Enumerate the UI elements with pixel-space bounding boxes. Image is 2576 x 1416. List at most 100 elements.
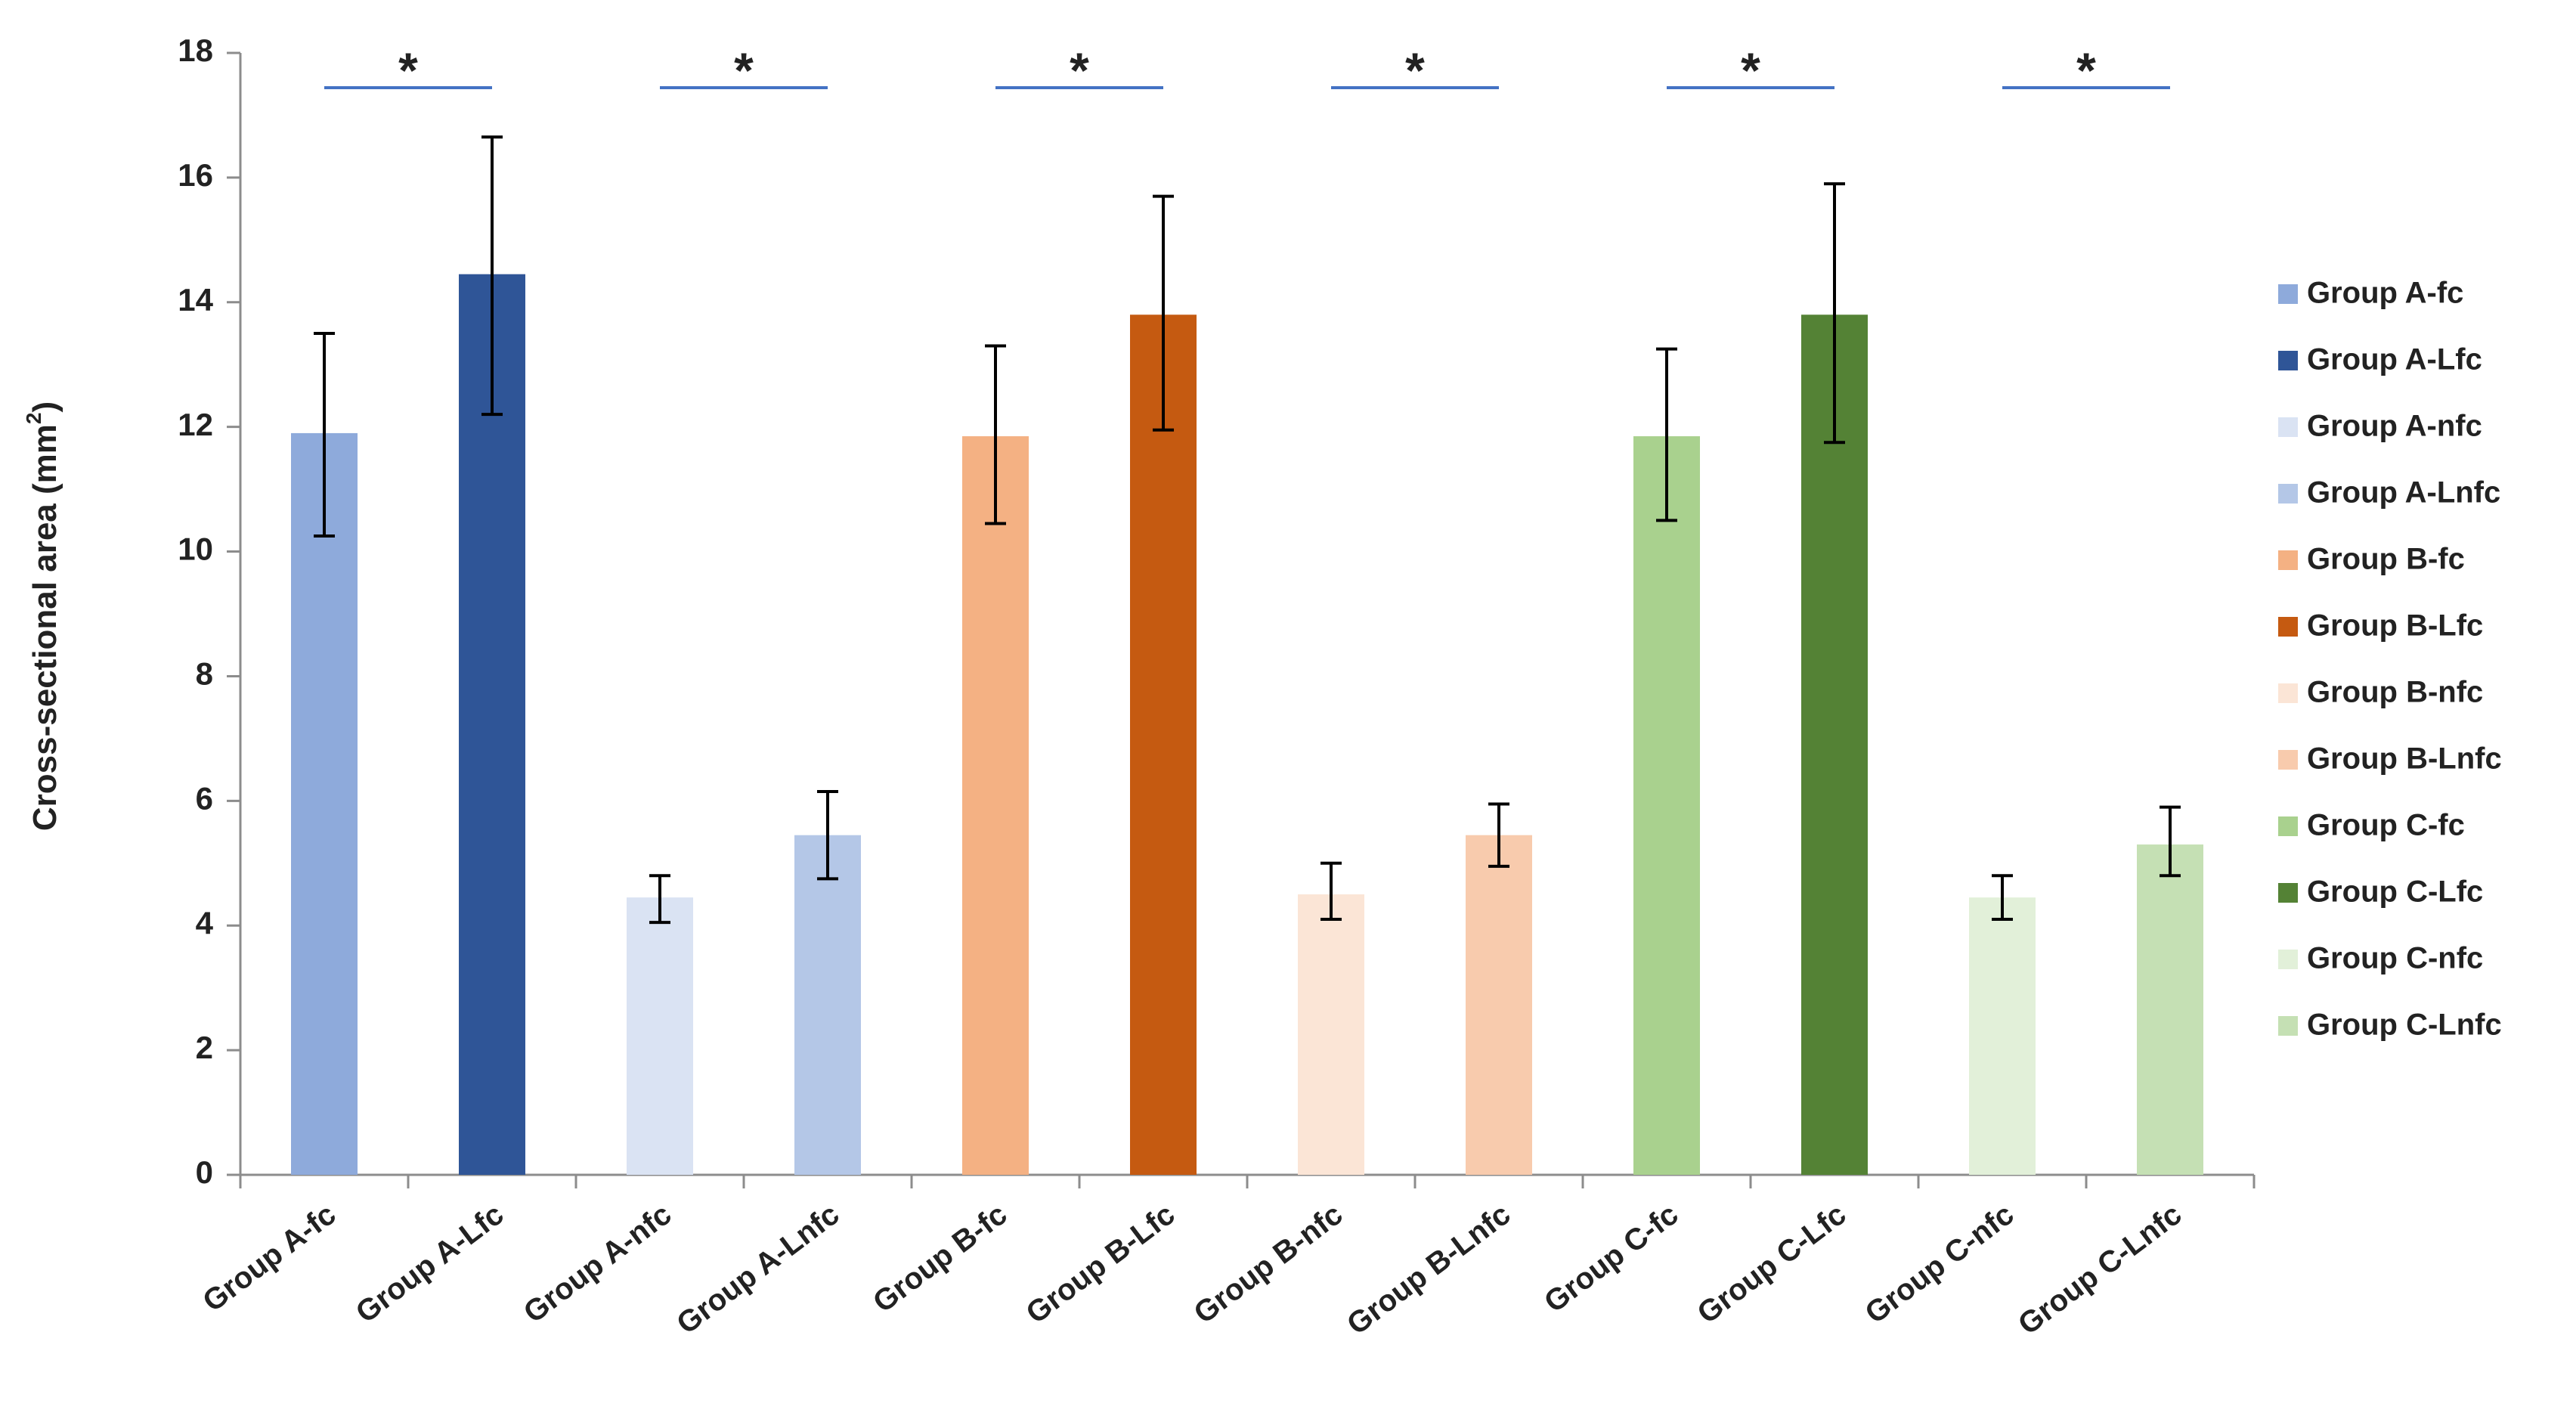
significance-star-5: * (2076, 42, 2096, 98)
x-tick-label-9: Group C-Lfc (1692, 1198, 1853, 1331)
y-axis-label-superscript: 2 (22, 413, 45, 425)
legend-label-6: Group B-nfc (2307, 676, 2483, 709)
legend-swatch-11 (2278, 1016, 2298, 1036)
error-bar-1 (481, 135, 503, 417)
bar-10 (1969, 897, 2036, 1175)
legend-swatch-3 (2278, 484, 2298, 504)
legend-swatch-2 (2278, 417, 2298, 437)
legend-label-3: Group A-Lnfc (2307, 476, 2500, 510)
y-axis-label-text: Cross-sectional area (mm (26, 424, 63, 831)
legend-item-7: Group B-Lnfc (2278, 742, 2502, 776)
legend: Group A-fc Group A-Lfc Group A-nfc Group A-… (2278, 277, 2502, 1042)
legend-item-5: Group B-Lfc (2278, 609, 2483, 643)
x-tick-label-4: Group B-fc (867, 1198, 1013, 1319)
error-bar-8 (1656, 347, 1677, 522)
x-tick-label-5: Group B-Lfc (1020, 1198, 1181, 1331)
error-bar-9 (1824, 182, 1845, 445)
axes (239, 53, 2256, 1188)
x-tick-label-0: Group A-fc (197, 1198, 342, 1318)
error-bar-7 (1488, 802, 1509, 868)
legend-item-2: Group A-nfc (2278, 410, 2482, 443)
legend-item-9: Group C-Lfc (2278, 875, 2483, 909)
legend-label-11: Group C-Lnfc (2307, 1009, 2502, 1042)
legend-label-4: Group B-fc (2307, 543, 2465, 576)
legend-swatch-8 (2278, 816, 2298, 836)
legend-label-5: Group B-Lfc (2307, 609, 2483, 643)
legend-item-4: Group B-fc (2278, 543, 2465, 576)
legend-label-9: Group C-Lfc (2307, 875, 2483, 909)
bar-5 (1130, 314, 1197, 1176)
bars (291, 274, 2203, 1176)
y-tick-label: 6 (196, 780, 213, 816)
x-tick-label-2: Group A-nfc (518, 1198, 678, 1330)
legend-label-10: Group C-nfc (2307, 942, 2483, 975)
bar-4 (962, 436, 1029, 1175)
y-tick-label: 4 (196, 905, 214, 940)
legend-label-8: Group C-fc (2307, 809, 2465, 842)
y-tick-label: 18 (178, 33, 213, 68)
legend-item-1: Group A-Lfc (2278, 343, 2482, 376)
legend-swatch-1 (2278, 351, 2298, 370)
legend-item-6: Group B-nfc (2278, 676, 2483, 709)
y-tick-label: 14 (178, 282, 213, 318)
y-tick-label: 0 (196, 1154, 213, 1190)
bar-2 (627, 897, 693, 1175)
error-bar-3 (817, 789, 838, 881)
y-tick-label: 2 (196, 1030, 213, 1065)
legend-swatch-9 (2278, 883, 2298, 903)
x-tick-label-7: Group B-Lnfc (1341, 1198, 1516, 1341)
legend-swatch-6 (2278, 683, 2298, 703)
x-tick-label-8: Group C-fc (1538, 1198, 1684, 1319)
legend-swatch-0 (2278, 284, 2298, 304)
legend-label-2: Group A-nfc (2307, 410, 2482, 443)
error-bar-6 (1321, 861, 1342, 921)
y-axis-label-suffix: ) (26, 401, 63, 413)
legend-item-11: Group C-Lnfc (2278, 1009, 2502, 1042)
error-bar-10 (1992, 874, 2013, 921)
legend-swatch-4 (2278, 550, 2298, 570)
bar-6 (1298, 894, 1364, 1175)
significance-star-1: * (734, 42, 754, 98)
bar-0 (291, 432, 358, 1175)
legend-item-0: Group A-fc (2278, 277, 2463, 310)
y-tick-label: 8 (196, 656, 213, 692)
bar-8 (1633, 436, 1700, 1175)
x-tick-label-10: Group C-nfc (1859, 1198, 2020, 1331)
error-bar-4 (985, 344, 1006, 525)
significance-star-4: * (1741, 42, 1760, 98)
x-tick-label-3: Group A-Lnfc (670, 1198, 845, 1340)
y-axis-ticks: 0 2 4 6 8 10 12 14 16 18 (178, 33, 240, 1190)
legend-label-0: Group A-fc (2307, 277, 2463, 310)
x-tick-label-1: Group A-Lfc (350, 1198, 510, 1330)
error-bar-5 (1153, 194, 1174, 432)
error-bars (314, 135, 2181, 925)
significance-star-0: * (398, 42, 418, 98)
error-bar-11 (2160, 805, 2181, 878)
legend-label-1: Group A-Lfc (2307, 343, 2482, 376)
y-tick-label: 10 (178, 531, 213, 567)
bar-1 (459, 274, 525, 1176)
svg-text:Cross-sectional area (mm2): Cross-sectional area (mm2) (22, 401, 63, 831)
y-axis-label: Cross-sectional area (mm2) (22, 401, 63, 831)
bar-7 (1466, 835, 1532, 1175)
legend-item-3: Group A-Lnfc (2278, 476, 2500, 510)
legend-label-7: Group B-Lnfc (2307, 742, 2502, 776)
significance-star-3: * (1405, 42, 1425, 98)
bar-3 (794, 835, 861, 1175)
x-tick-label-11: Group C-Lnfc (2012, 1198, 2187, 1341)
y-tick-label: 12 (178, 407, 213, 442)
x-tick-label-6: Group B-nfc (1188, 1198, 1349, 1331)
significance-star-2: * (1070, 42, 1089, 98)
legend-swatch-7 (2278, 750, 2298, 770)
legend-swatch-5 (2278, 617, 2298, 637)
legend-swatch-10 (2278, 950, 2298, 969)
legend-item-8: Group C-fc (2278, 809, 2465, 842)
bar-11 (2137, 844, 2203, 1175)
bar-9 (1801, 314, 1868, 1176)
error-bar-2 (649, 874, 670, 925)
y-tick-label: 16 (178, 157, 213, 193)
legend-item-10: Group C-nfc (2278, 942, 2483, 975)
